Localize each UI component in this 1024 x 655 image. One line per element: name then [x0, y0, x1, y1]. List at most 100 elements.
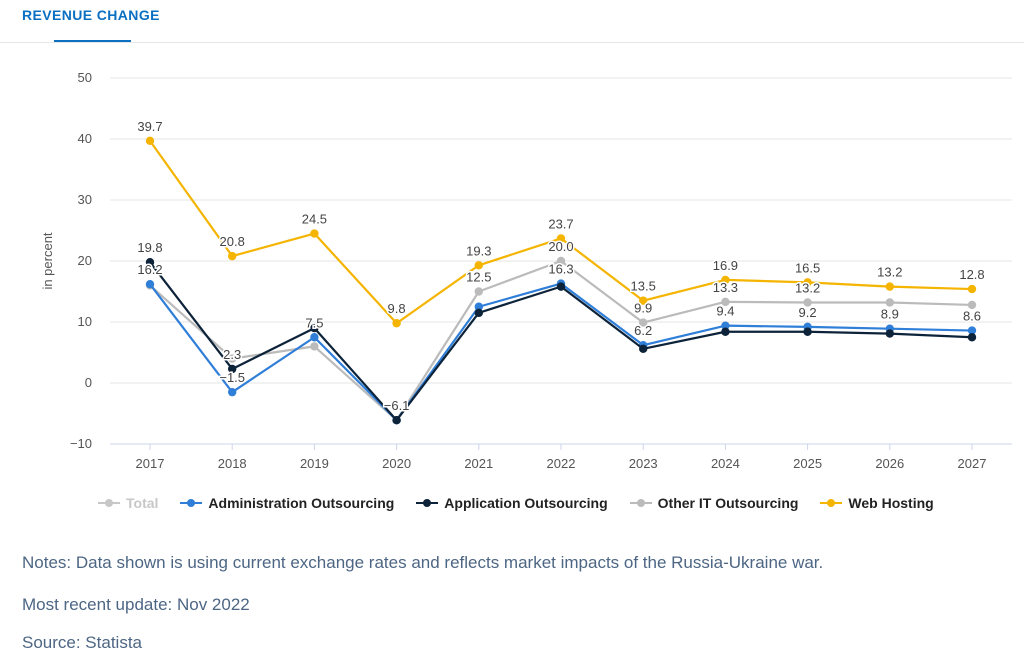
data-point-web-hosting: [803, 278, 812, 287]
data-point-administration-outsourcing: [228, 387, 237, 397]
chart-legend: Total Administration Outsourcing Applicati…: [98, 492, 956, 514]
data-point-application-outsourcing: [885, 329, 894, 338]
update-date: Most recent update: Nov 2022: [22, 595, 250, 614]
data-point-administration-outsourcing: [145, 279, 155, 289]
y-tick-label: 30: [78, 192, 92, 207]
legend-label: Web Hosting: [848, 495, 934, 511]
data-point-administration-outsourcing: [721, 321, 730, 330]
y-tick-label: 20: [78, 253, 92, 268]
legend-item-total[interactable]: Total: [98, 495, 158, 511]
legend-label: Other IT Outsourcing: [657, 495, 799, 511]
x-tick-label: 2019: [300, 456, 329, 471]
data-point-administration-outsourcing: [474, 302, 483, 311]
legend-item-web-hosting[interactable]: Web Hosting: [820, 495, 934, 511]
legend-swatch: [98, 498, 120, 508]
y-tick-label: −10: [70, 436, 92, 451]
data-label: 9.8: [388, 301, 406, 316]
legend-swatch: [820, 498, 843, 508]
tab-revenue-change[interactable]: REVENUE CHANGE: [22, 7, 160, 23]
data-point-web-hosting: [474, 261, 483, 270]
x-tick-label: 2025: [793, 456, 822, 471]
x-tick-label: 2021: [464, 456, 493, 471]
data-label: 12.5: [466, 270, 491, 285]
x-tick-label: 2026: [875, 456, 904, 471]
x-tick-label: 2024: [711, 456, 740, 471]
data-label: 12.8: [959, 267, 984, 282]
data-label: 20.0: [548, 239, 573, 254]
legend-label: Total: [126, 495, 159, 511]
x-tick-label: 2022: [547, 456, 576, 471]
data-label: 16.9: [713, 258, 738, 273]
data-label: 2.3: [223, 347, 241, 362]
data-point-application-outsourcing: [145, 258, 155, 267]
y-tick-label: 40: [78, 131, 92, 146]
data-label: −6.1: [384, 398, 410, 413]
data-point-application-outsourcing: [228, 364, 237, 374]
data-point-web-hosting: [228, 251, 237, 261]
line-chart: −10 0 10 20 30 40 50 2017 2018 2019 2020 2021 2022 20…: [40, 70, 1012, 471]
data-point-application-outsourcing: [639, 344, 648, 354]
data-label: 9.4: [716, 304, 734, 319]
data-label: 16.3: [548, 262, 573, 277]
data-point-web-hosting: [885, 282, 894, 291]
data-label: 13.5: [631, 279, 656, 294]
data-label: 23.7: [548, 216, 573, 231]
data-point-other-it-outsourcing: [639, 318, 648, 327]
x-tick-label: 2023: [629, 456, 658, 471]
legend-label: Application Outsourcing: [444, 495, 608, 511]
data-label: 16.5: [795, 260, 820, 275]
data-label: 9.9: [634, 301, 652, 316]
x-tick-label: 2020: [382, 456, 411, 471]
data-point-other-it-outsourcing: [885, 298, 894, 307]
data-point-administration-outsourcing: [967, 326, 977, 335]
data-point-web-hosting: [145, 136, 155, 146]
data-label: 13.2: [795, 280, 820, 295]
data-point-application-outsourcing: [392, 416, 401, 425]
x-tick-label: 2018: [218, 456, 247, 471]
x-tick-label: 2017: [136, 456, 165, 471]
y-tick-label: 10: [78, 314, 92, 329]
legend-swatch: [180, 498, 203, 508]
legend-item-administration-outsourcing[interactable]: Administration Outsourcing: [180, 495, 394, 511]
legend-item-application-outsourcing[interactable]: Application Outsourcing: [416, 495, 608, 511]
data-label: 20.8: [220, 234, 245, 249]
legend-swatch: [629, 498, 652, 508]
data-label: −1.5: [219, 370, 245, 385]
data-point-web-hosting: [721, 275, 730, 285]
y-tick-label: 50: [78, 70, 92, 85]
tab-bar: REVENUE CHANGE: [0, 0, 1024, 43]
y-tick-label: 0: [85, 375, 92, 390]
data-point-web-hosting: [392, 319, 401, 328]
data-point-application-outsourcing: [967, 333, 977, 342]
chart-notes: Notes: Data shown is using current excha…: [22, 553, 824, 572]
data-label: 24.5: [302, 212, 327, 227]
data-label: 19.3: [466, 243, 491, 258]
source-credit: Source: Statista: [22, 633, 143, 652]
data-point-application-outsourcing: [556, 282, 566, 291]
tab-active-indicator: [54, 40, 131, 42]
data-point-other-it-outsourcing: [803, 298, 812, 307]
legend-label: Administration Outsourcing: [208, 495, 395, 511]
data-label: 7.5: [305, 315, 323, 330]
data-label: 9.2: [799, 305, 817, 320]
data-label: 39.7: [137, 119, 162, 134]
y-axis-title: in percent: [40, 232, 55, 289]
data-label: 6.2: [634, 323, 652, 338]
data-point-application-outsourcing: [310, 323, 319, 333]
data-label: 8.6: [963, 309, 981, 324]
data-point-other-it-outsourcing: [721, 297, 730, 307]
data-point-web-hosting: [556, 234, 566, 243]
data-point-application-outsourcing: [721, 327, 730, 336]
data-point-other-it-outsourcing: [556, 256, 566, 266]
data-label: 13.2: [877, 265, 902, 280]
data-point-web-hosting: [310, 229, 319, 238]
data-point-other-it-outsourcing: [967, 300, 977, 310]
x-tick-label: 2027: [958, 456, 987, 471]
data-label: 19.8: [137, 240, 162, 255]
data-label: 16.2: [137, 262, 162, 277]
data-point-other-it-outsourcing: [474, 287, 483, 296]
data-point-other-it-outsourcing: [310, 342, 319, 351]
legend-item-other-it-outsourcing[interactable]: Other IT Outsourcing: [629, 495, 799, 511]
data-point-application-outsourcing: [803, 327, 812, 336]
data-point-web-hosting: [639, 296, 648, 305]
